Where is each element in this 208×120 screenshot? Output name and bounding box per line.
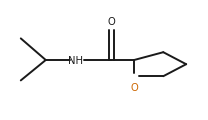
Text: O: O — [130, 83, 138, 93]
Text: NH: NH — [68, 56, 83, 66]
Text: O: O — [107, 17, 115, 27]
